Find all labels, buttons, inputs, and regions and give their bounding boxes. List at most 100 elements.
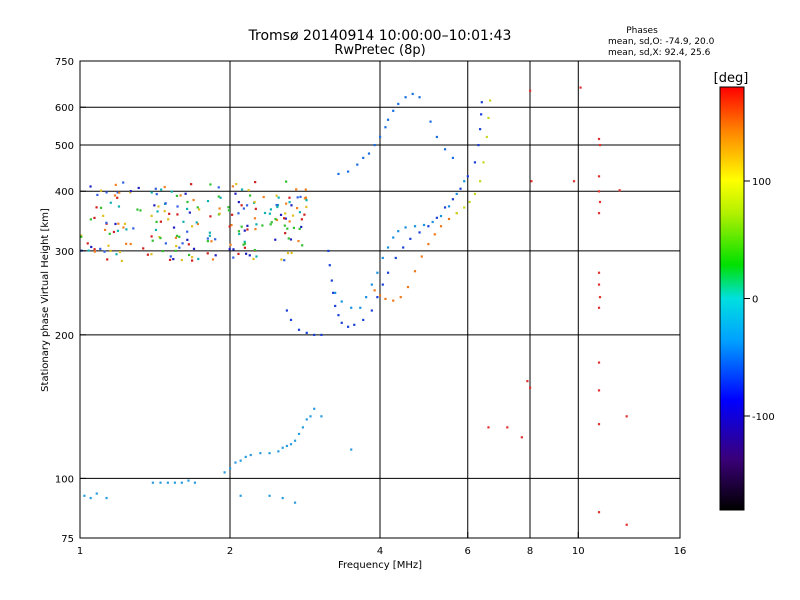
data-point [276, 205, 279, 209]
data-point [384, 126, 387, 129]
data-point [520, 436, 523, 439]
data-point [281, 496, 284, 500]
data-point [190, 183, 193, 186]
data-point [418, 231, 421, 234]
data-point [625, 415, 628, 418]
data-point [275, 218, 279, 222]
data-point [137, 186, 140, 190]
data-point [180, 481, 183, 484]
data-point [231, 213, 234, 216]
data-points [80, 86, 628, 526]
grid-lines [80, 61, 680, 538]
data-point [295, 207, 299, 210]
data-point [384, 297, 387, 300]
data-point [132, 227, 135, 230]
data-point [192, 198, 195, 202]
data-point [328, 264, 331, 267]
data-point [579, 86, 582, 89]
data-point [279, 213, 283, 216]
y-axis-ticks: 75 100 200 300 400 500 600 750 [55, 57, 86, 545]
data-point [463, 206, 466, 209]
data-point [397, 102, 400, 106]
data-point [303, 197, 307, 200]
data-point [404, 226, 407, 229]
data-point [367, 152, 371, 155]
data-point [182, 220, 185, 223]
data-point [159, 220, 163, 223]
y-tick-label: 500 [55, 141, 74, 152]
data-point [185, 207, 189, 211]
data-point [107, 244, 110, 247]
x-axis-label: Frequency [MHz] [338, 560, 422, 571]
data-point [281, 446, 284, 449]
data-point [206, 199, 210, 203]
data-point [254, 180, 257, 184]
data-point [301, 244, 304, 247]
data-point [116, 196, 119, 199]
data-point [112, 230, 116, 234]
data-point [350, 448, 353, 451]
data-point [186, 230, 189, 233]
data-point [174, 249, 177, 252]
data-point [170, 190, 173, 193]
data-point [242, 207, 245, 210]
data-point [150, 235, 153, 238]
data-point [285, 444, 288, 448]
data-point [210, 240, 213, 243]
data-point [284, 212, 287, 215]
data-point [597, 212, 601, 215]
data-point [320, 415, 323, 418]
data-point [103, 250, 106, 253]
data-point [482, 161, 485, 164]
data-point [293, 501, 297, 504]
data-point [240, 188, 244, 191]
data-point [247, 189, 250, 192]
data-point [103, 228, 107, 231]
data-point [597, 389, 601, 392]
data-point [93, 216, 96, 220]
data-point [413, 225, 417, 228]
data-point [118, 191, 121, 194]
data-point [151, 239, 154, 242]
data-point [455, 192, 458, 196]
data-point [386, 118, 390, 121]
data-point [190, 256, 194, 259]
data-point [402, 246, 405, 249]
data-point [290, 204, 293, 207]
data-point [455, 212, 458, 215]
data-point [370, 283, 373, 286]
data-point [283, 259, 286, 262]
data-point [376, 271, 379, 274]
data-point [359, 306, 362, 309]
data-point [117, 222, 120, 225]
data-point [211, 258, 215, 261]
colorbar-tick-label: -100 [752, 412, 775, 423]
data-point [163, 185, 166, 189]
data-point [261, 224, 264, 227]
data-point [303, 213, 306, 216]
data-point [217, 186, 220, 189]
data-point [350, 306, 353, 309]
colorbar-tick-label: 100 [752, 177, 771, 188]
data-point [529, 386, 532, 389]
data-point [172, 226, 176, 229]
data-point [167, 218, 170, 221]
data-point [299, 195, 302, 198]
data-point [346, 325, 350, 328]
data-point [422, 223, 426, 227]
data-point [447, 217, 451, 221]
data-point [164, 202, 167, 205]
data-point [392, 109, 395, 112]
data-point [381, 283, 384, 286]
data-point [300, 218, 303, 221]
data-point [105, 191, 108, 194]
data-point [597, 511, 601, 514]
data-point [274, 238, 277, 241]
data-point [229, 467, 232, 470]
data-point [298, 227, 301, 230]
data-point [597, 175, 601, 178]
data-point [283, 224, 286, 227]
data-point [466, 175, 469, 178]
data-point [289, 318, 293, 322]
